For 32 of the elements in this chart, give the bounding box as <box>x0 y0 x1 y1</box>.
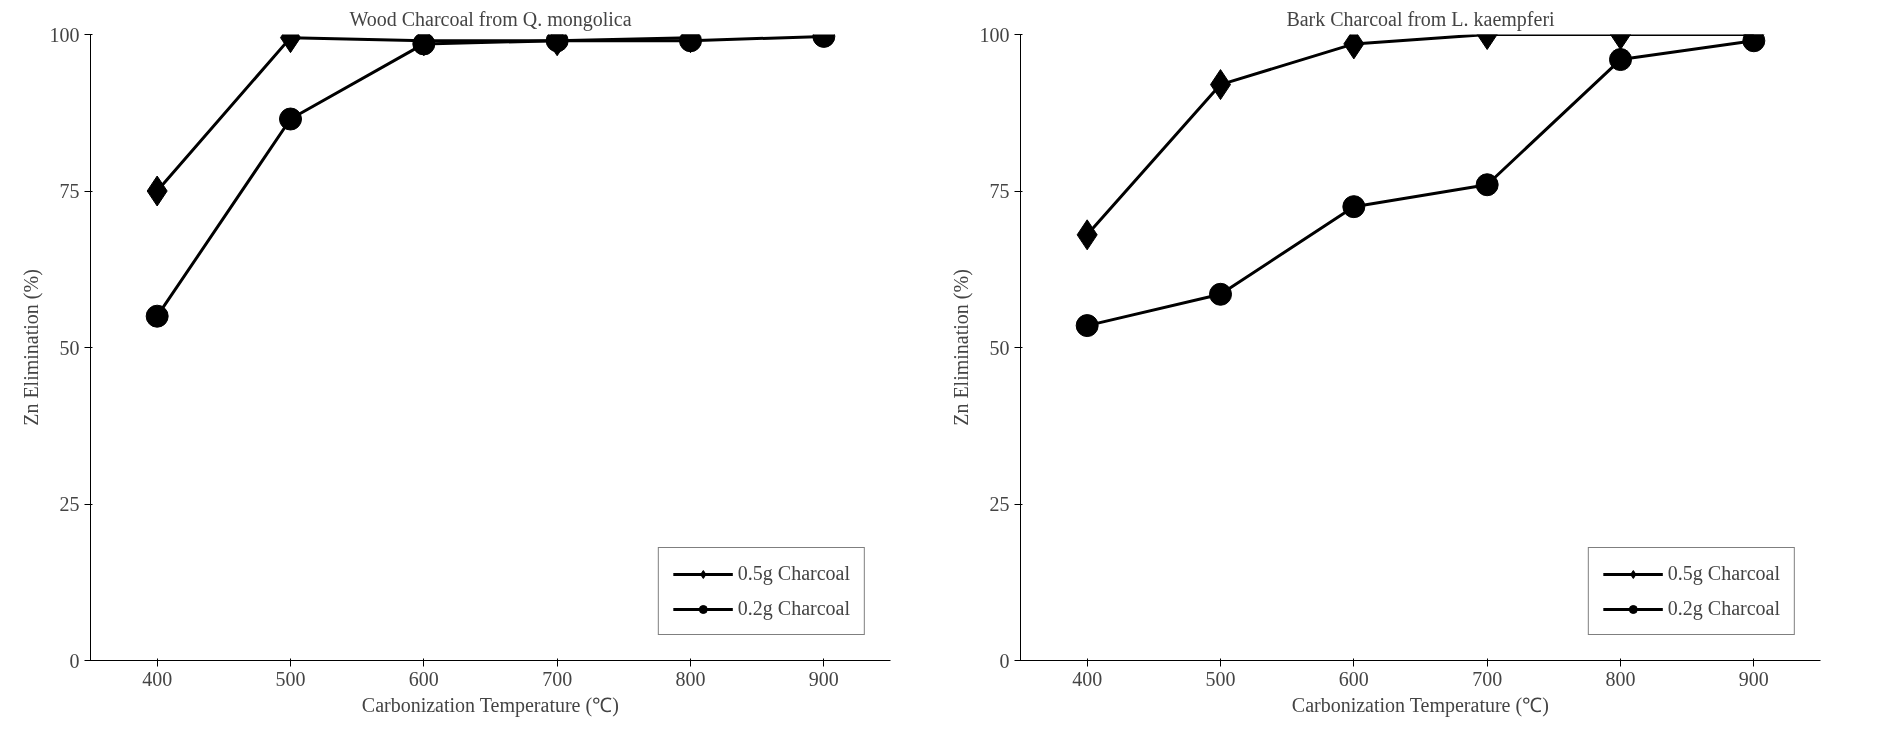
legend-label: 0.5g Charcoal <box>737 562 850 585</box>
x-tick-label: 600 <box>1338 667 1369 690</box>
x-axis-title: Carbonization Temperature (℃) <box>361 693 619 717</box>
y-tick-label: 0 <box>999 649 1010 672</box>
y-tick-label: 75 <box>59 180 80 202</box>
x-tick-label: 500 <box>1205 667 1236 690</box>
y-tick-label: 100 <box>979 23 1010 46</box>
legend-label: 0.2g Charcoal <box>737 597 850 620</box>
chart-title: Bark Charcoal from L. kaempferi <box>1286 7 1556 31</box>
x-tick-label: 400 <box>142 667 173 690</box>
x-axis-title: Carbonization Temperature (℃) <box>1291 693 1549 717</box>
y-tick-label: 100 <box>49 23 80 46</box>
x-tick-label: 400 <box>1072 667 1103 690</box>
y-axis-title: Zn Elimination (%) <box>949 269 973 426</box>
x-tick-label: 500 <box>275 667 306 690</box>
x-tick-label: 700 <box>542 667 573 690</box>
y-tick-label: 25 <box>989 493 1010 515</box>
x-tick-label: 800 <box>675 667 706 690</box>
y-tick-label: 0 <box>69 649 80 672</box>
y-tick-label: 50 <box>59 336 80 359</box>
x-tick-label: 800 <box>1605 667 1636 690</box>
y-axis-title: Zn Elimination (%) <box>19 269 43 426</box>
legend-label: 0.5g Charcoal <box>1667 562 1780 585</box>
x-tick-label: 900 <box>808 667 839 690</box>
y-tick-label: 75 <box>989 180 1010 202</box>
x-tick-label: 900 <box>1738 667 1769 690</box>
x-tick-label: 700 <box>1472 667 1503 690</box>
chart-title: Wood Charcoal from Q. mongolica <box>349 7 632 31</box>
x-tick-label: 600 <box>408 667 439 690</box>
y-tick-label: 25 <box>59 493 80 515</box>
legend-label: 0.2g Charcoal <box>1667 597 1780 620</box>
y-tick-label: 50 <box>989 336 1010 359</box>
